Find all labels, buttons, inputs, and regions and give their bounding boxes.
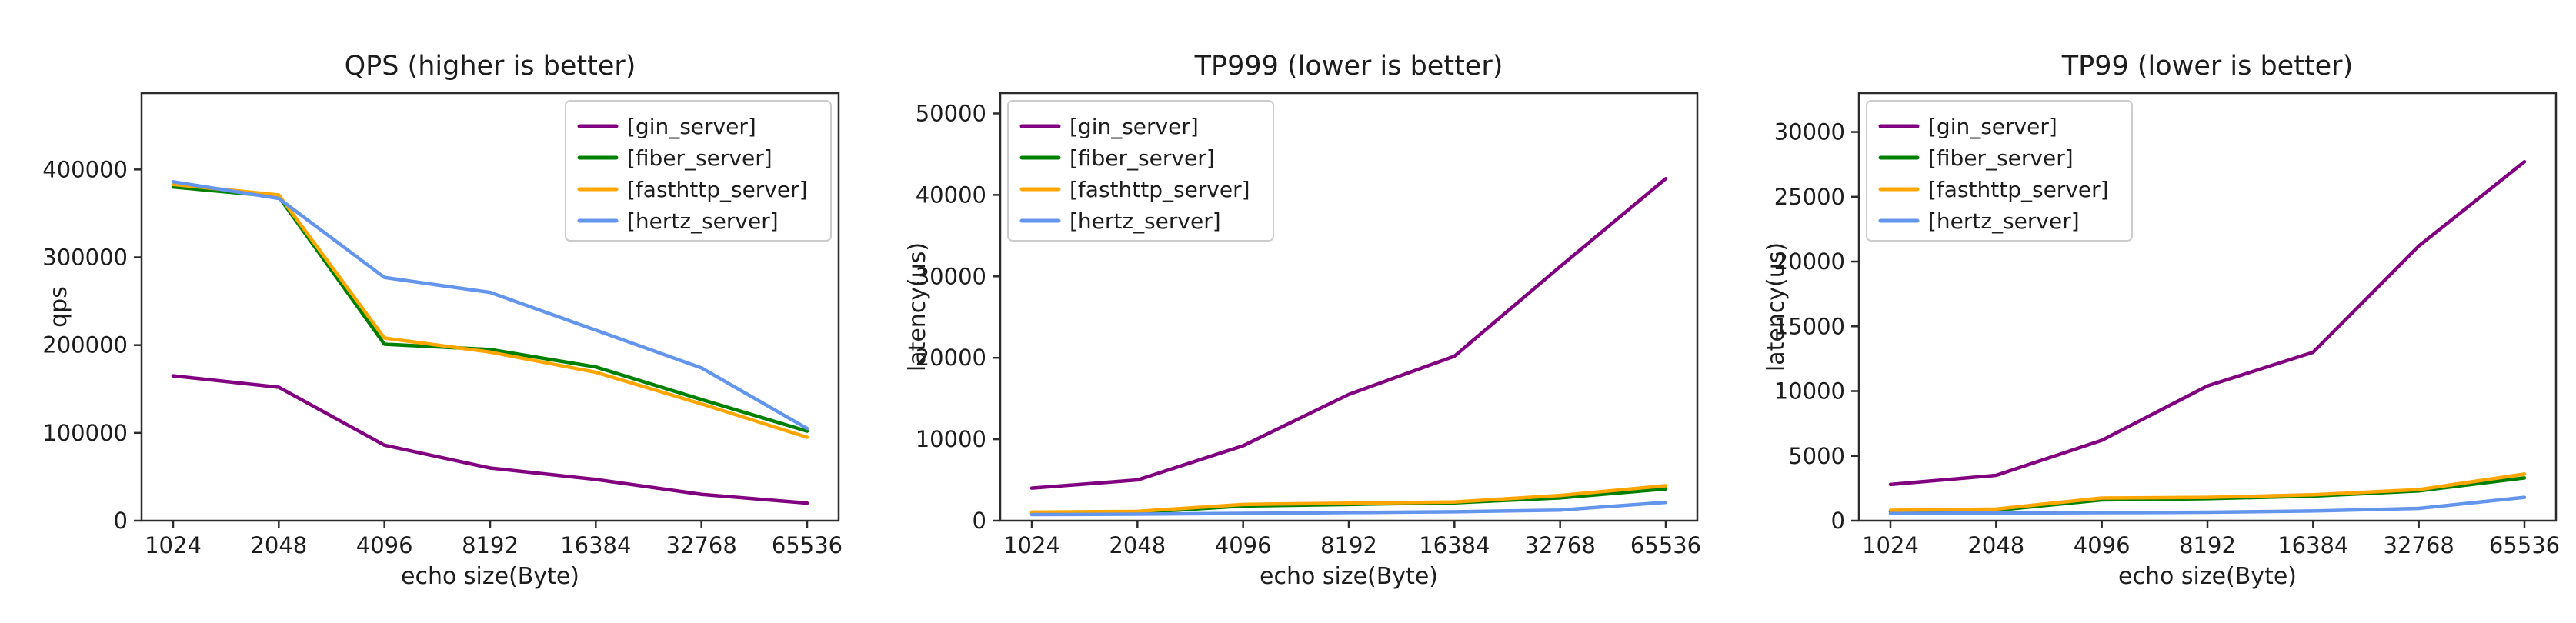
chart-panel-qps: QPS (higher is better) 0 100000 200000 30000… [0,0,859,623]
x-axis: 1024 2048 4096 8192 16384 32768 65536 [1862,521,2560,558]
x-tick-label: 32768 [666,532,737,558]
x-tick-label: 65536 [2489,532,2560,558]
y-axis: 0 100000 200000 300000 400000 [42,156,142,534]
legend-box [565,100,832,242]
x-tick-label: 8192 [2179,532,2236,558]
y-tick-label: 0 [1831,508,1845,534]
x-tick-label: 16384 [2277,532,2348,558]
y-axis-label: latency(us) [904,242,931,371]
chart-title: TP999 (lower is better) [1194,51,1503,82]
y-tick-label: 10000 [916,426,986,452]
chart-title: TP99 (lower is better) [2061,51,2353,82]
legend-label: [hertz_server] [627,208,779,234]
y-tick-label: 15000 [1774,313,1845,339]
y-tick-label: 10000 [1774,378,1845,405]
tp999-chart: TP999 (lower is better) 0 10000 20000 30000 4… [904,51,1701,590]
legend-label: [fasthttp_server] [627,177,808,202]
series-line-hertz_server [1029,500,1668,517]
legend-box [1866,100,2133,242]
chart-panel-tp999: TP999 (lower is better) 0 10000 20000 30000 4… [859,0,1717,623]
x-tick-label: 1024 [1862,532,1919,558]
x-tick-label: 32768 [2384,532,2454,558]
qps-chart: QPS (higher is better) 0 100000 200000 30000… [42,51,843,590]
x-axis: 1024 2048 4096 8192 16384 32768 65536 [145,521,843,558]
x-tick-label: 2048 [1967,532,2024,558]
y-tick-label: 25000 [1774,184,1845,210]
x-tick-label: 16384 [560,532,631,558]
series-line-gin_server [1888,160,2527,487]
x-tick-label: 2048 [250,532,307,558]
y-tick-label: 200000 [42,332,128,358]
series-line-gin_server [1029,176,1668,490]
x-tick-label: 32768 [1525,532,1596,558]
legend: [gin_server] [fiber_server] [fasthttp_serv… [1866,100,2133,242]
x-tick-label: 8192 [462,532,519,558]
y-axis: 0 10000 20000 30000 40000 50000 [916,100,1000,534]
y-tick-label: 30000 [1774,119,1845,145]
series-line-fasthttp_server [1029,484,1668,515]
x-tick-label: 4096 [356,532,413,558]
series-line-fasthttp_server [1888,472,2527,512]
x-axis: 1024 2048 4096 8192 16384 32768 65536 [1003,521,1701,558]
y-tick-label: 100000 [42,420,128,446]
legend-label: [fiber_server] [1069,145,1215,171]
y-tick-label: 30000 [916,263,986,289]
x-tick-label: 1024 [1003,532,1060,558]
y-tick-label: 20000 [1774,248,1845,275]
x-tick-label: 65536 [772,532,843,558]
legend-label: [fiber_server] [627,145,772,171]
y-tick-label: 0 [114,508,128,534]
legend-label: [gin_server] [1928,114,2057,139]
y-axis-label: qps [45,286,72,328]
series-line-gin_server [171,374,809,505]
legend-label: [hertz_server] [1928,208,2080,234]
x-tick-label: 65536 [1630,532,1701,558]
legend: [gin_server] [fiber_server] [fasthttp_serv… [565,100,832,242]
y-tick-label: 50000 [916,100,986,126]
series-line-hertz_server [1888,495,2527,515]
chart-panel-tp99: TP99 (lower is better) 0 5000 10000 15000 200… [1717,0,2576,623]
x-tick-label: 8192 [1320,532,1377,558]
legend-label: [fiber_server] [1928,145,2074,171]
x-axis-label: echo size(Byte) [1260,563,1438,590]
x-axis-label: echo size(Byte) [401,563,579,590]
y-tick-label: 400000 [42,156,128,182]
x-axis-label: echo size(Byte) [2118,563,2297,590]
legend-label: [fasthttp_server] [1928,177,2109,202]
x-tick-label: 2048 [1109,532,1166,558]
y-tick-label: 40000 [916,182,986,208]
tp99-chart: TP99 (lower is better) 0 5000 10000 15000 200… [1763,51,2560,590]
legend: [gin_server] [fiber_server] [fasthttp_serv… [1007,100,1274,242]
y-tick-label: 5000 [1788,443,1845,469]
series-line-hertz_server [171,180,809,431]
y-tick-label: 300000 [42,244,128,270]
x-tick-label: 16384 [1419,532,1490,558]
x-tick-label: 4096 [1215,532,1272,558]
legend-label: [hertz_server] [1069,208,1221,234]
series-line-fasthttp_server [171,182,809,439]
x-tick-label: 1024 [145,532,202,558]
y-axis: 0 5000 10000 15000 20000 25000 30000 [1774,119,1859,534]
chart-title: QPS (higher is better) [345,51,636,82]
legend-label: [gin_server] [1069,114,1199,139]
legend-label: [gin_server] [627,114,756,139]
y-tick-label: 20000 [916,345,986,371]
y-axis-label: latency(us) [1763,242,1790,371]
x-tick-label: 4096 [2074,532,2131,558]
legend-box [1007,100,1274,242]
legend-label: [fasthttp_server] [1069,177,1250,202]
y-tick-label: 0 [973,508,986,534]
